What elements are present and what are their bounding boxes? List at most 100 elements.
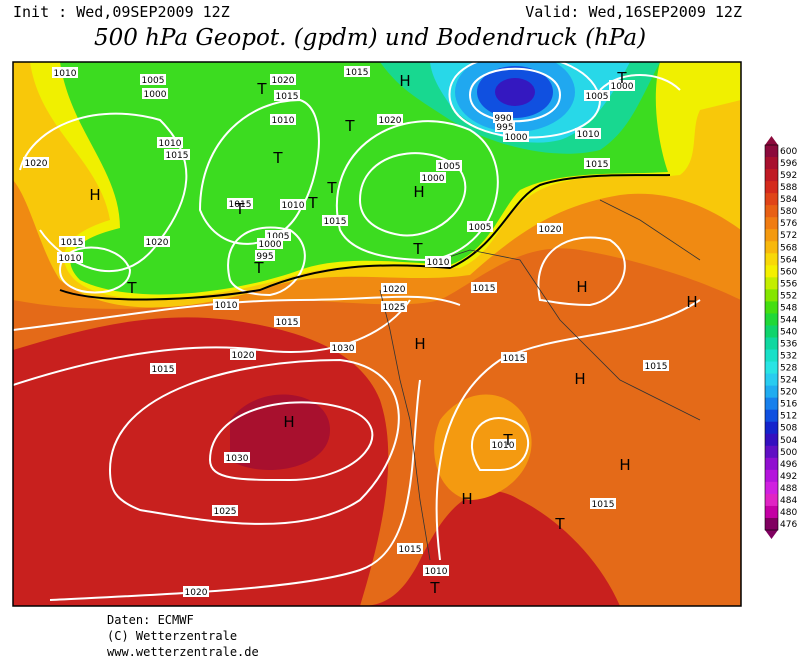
colorbar-swatch [765,373,778,387]
isobar-label: 1020 [146,238,169,248]
isobar-label: 1015 [473,284,496,294]
pressure-center: H [413,183,424,201]
pressure-center: H [283,413,294,431]
colorbar-label: 516 [780,400,797,410]
colorbar-swatch [765,517,778,531]
isobar-label: 1020 [185,588,208,598]
isobar-label: 1010 [54,69,77,79]
colorbar-label: 568 [780,243,797,253]
isobar-label: 1010 [427,258,450,268]
colorbar-swatch [765,433,778,447]
isobar-label-bg [212,505,238,516]
colorbar-swatch [765,169,778,182]
colorbar-swatch [765,361,778,375]
isobar-label: 1005 [469,223,492,233]
colorbar-label: 500 [780,448,797,458]
isobar-label-bg [270,74,296,85]
colorbar-label: 576 [780,219,797,229]
colorbar-swatch [765,265,778,278]
colorbar-cap [765,136,778,145]
footer-line: (C) Wetterzentrale [107,629,237,643]
colorbar-label: 580 [780,207,797,217]
colorbar-swatch [765,505,778,519]
isobar-label: 1020 [25,159,48,169]
pressure-center: H [414,335,425,353]
isobar-label: 1010 [492,441,515,451]
colorbar-label: 572 [780,231,797,241]
isobar-label: 1005 [267,232,290,242]
isobar-label-bg [381,283,407,294]
colorbar-swatch [765,289,778,302]
valid-time: Valid: Wed,16SEP2009 12Z [525,3,742,21]
isobar-label-bg [575,128,601,139]
isobar-label-bg [52,67,78,78]
colorbar-swatch [765,277,778,290]
isobar-label: 1010 [272,116,295,126]
isobar-label-bg [590,498,616,509]
isobar-label: 1015 [229,200,252,210]
colorbar-label: 476 [780,520,797,530]
isobar-label: 1020 [232,351,255,361]
colorbar-label: 560 [780,267,797,277]
colorbar-swatch [765,193,778,206]
isobar-label-bg [609,80,635,91]
colorbar-swatch [765,205,778,218]
pressure-center: T [272,149,283,167]
isobar-label-bg [224,452,250,463]
isobar-label-bg [270,114,296,125]
isobar-label: 1015 [276,92,299,102]
colorbar-label: 480 [780,508,797,518]
isobar-label: 1015 [276,318,299,328]
colorbar-label: 600 [780,147,797,157]
isobar-label-bg [257,238,283,249]
isobar-label: 1015 [645,362,668,372]
isobar-label: 990 [494,114,511,124]
isobar-label: 1005 [438,162,461,172]
isobar-label: 1000 [611,82,634,92]
colorbar-label: 524 [780,376,797,386]
isobar-label: 1020 [272,76,295,86]
colorbar-swatch [765,157,778,170]
isobar-label-bg [436,160,462,171]
isobar-label-bg [274,316,300,327]
isobar-label-bg [330,342,356,353]
isobar-label: 1020 [379,116,402,126]
colorbar-swatch [765,457,778,471]
pressure-center: T [307,194,318,212]
colorbar-swatch [765,229,778,242]
isobar-label: 1010 [215,301,238,311]
isobar-label: 1030 [332,344,355,354]
colorbar-swatch [765,397,778,411]
pressure-center: T [554,515,565,533]
isobar-label: 1015 [346,68,369,78]
isobar-label-bg [423,565,449,576]
isobar-label-bg [57,252,83,263]
isobar-label: 995 [496,123,513,133]
colorbar-label: 540 [780,327,797,337]
colorbar-label: 544 [780,315,797,325]
colorbar-label: 520 [780,388,797,398]
isobar-label-bg [377,114,403,125]
isobar-label-bg [280,199,306,210]
isobar-label: 1015 [399,545,422,555]
colorbar-label: 588 [780,183,797,193]
isobar-label: 1000 [505,133,528,143]
isobar-label-bg [255,250,275,261]
isobar-label-bg [501,352,527,363]
pressure-center: H [399,72,410,90]
isobar-label-bg [150,363,176,374]
colorbar-swatch [765,313,778,326]
colorbar-label: 596 [780,159,797,169]
isobar-label: 1020 [539,225,562,235]
pressure-center: T [616,69,627,87]
isobar-label: 1010 [425,567,448,577]
colorbar-swatch [765,445,778,459]
colorbar-label: 536 [780,340,797,350]
pressure-center: T [126,279,137,297]
isobar-label: 1000 [144,90,167,100]
colorbar-label: 504 [780,436,797,446]
isobar-label-bg [213,299,239,310]
colorbar-swatch [765,481,778,495]
footer-line: Daten: ECMWF [107,613,194,627]
